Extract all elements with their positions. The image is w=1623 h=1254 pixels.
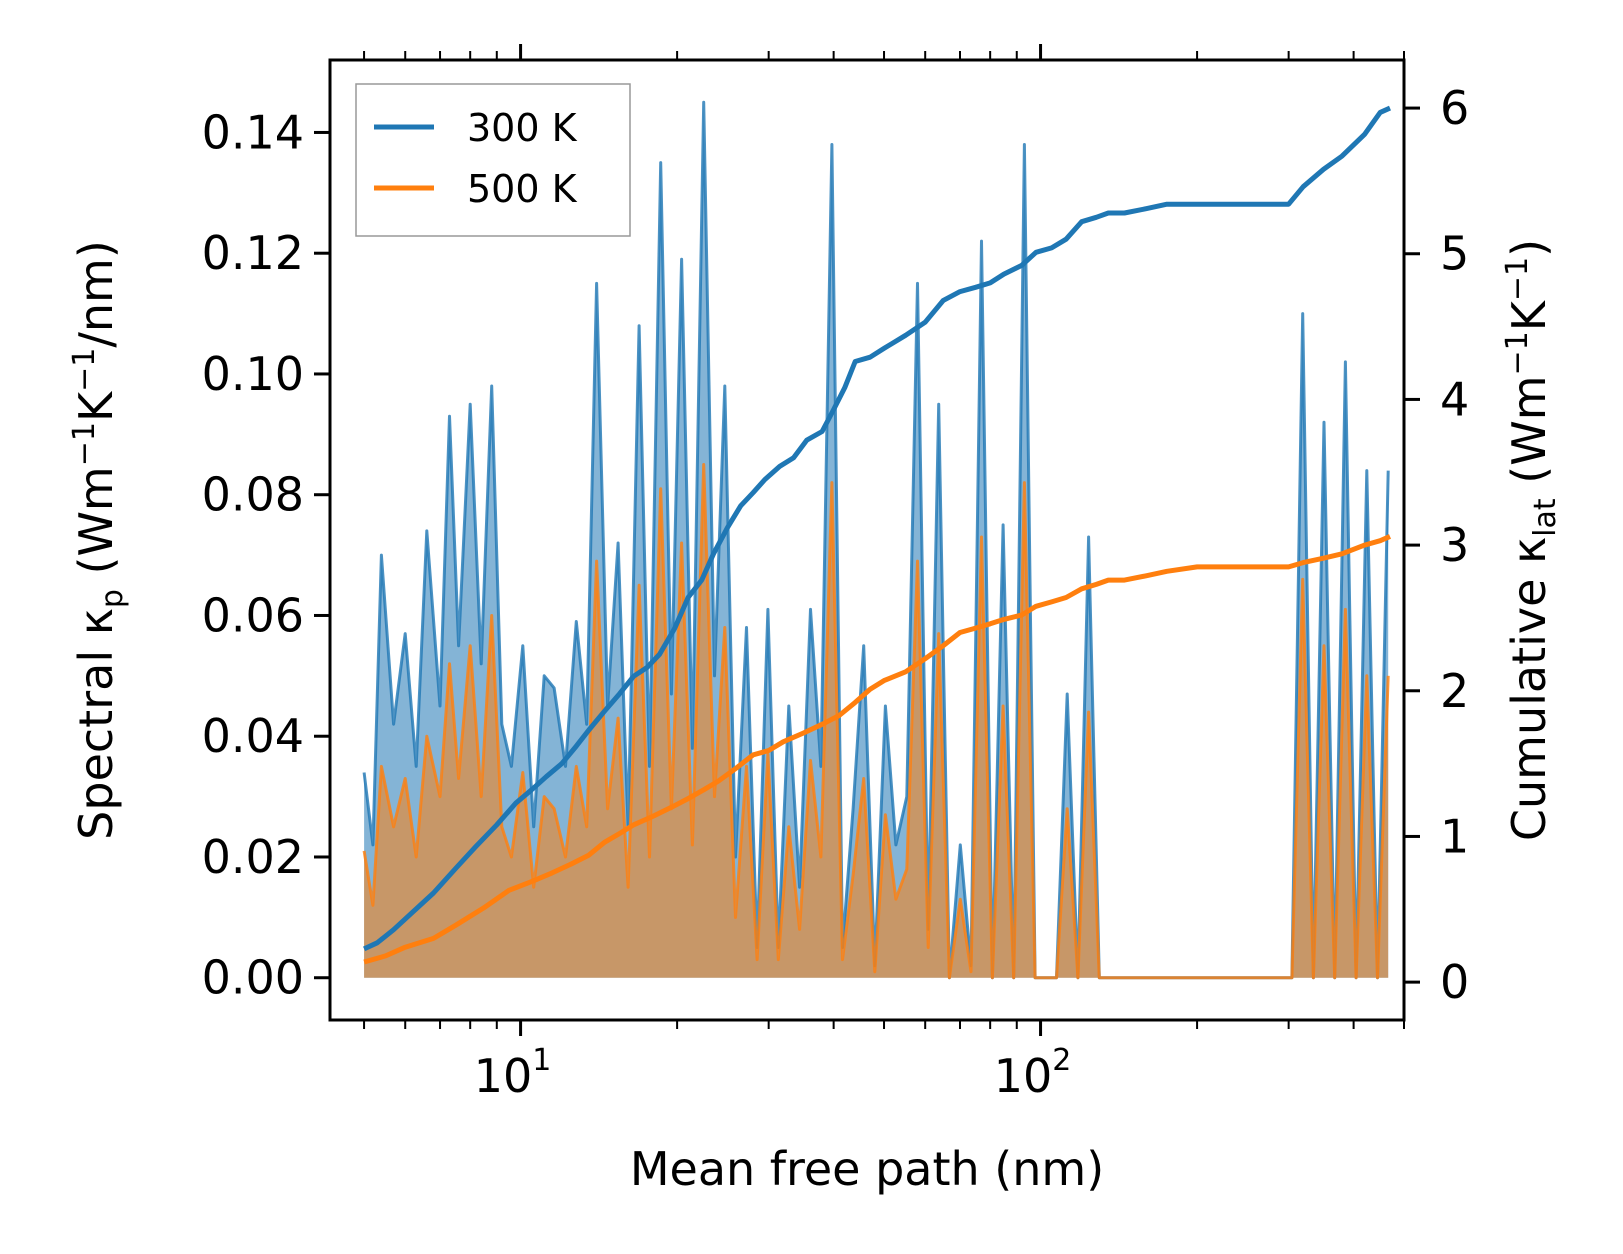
legend-box [355, 83, 631, 237]
cumulative-300K-line [363, 105, 1392, 952]
plot-frame [328, 58, 1406, 1022]
tick-marks-group [314, 44, 1420, 1036]
y-right-title-base: Cumulative κ [1502, 537, 1556, 841]
y-right-title-units-post: ) [1502, 239, 1556, 257]
y-right-title-units-pre: (Wm [1502, 375, 1556, 483]
y-right-title-sup1: −1 [1500, 331, 1535, 375]
y-left-title-units-post: /nm) [69, 240, 123, 347]
y-right-title-mid: K [1502, 299, 1556, 331]
y-right-tick-label-1: 1 [1440, 809, 1469, 863]
legend: 300 K 500 K [355, 83, 631, 237]
y-axis-left-title: Spectral κp (Wm−1K−1/nm) [67, 240, 130, 840]
y-left-tick-label-4: 0.08 [202, 468, 304, 522]
y-left-tick-label-6: 0.12 [202, 226, 304, 280]
x-tick-label-1: 102 [994, 1043, 1072, 1103]
y-left-title-sub: p [95, 589, 130, 608]
y-left-title-mid: K [69, 390, 123, 422]
y-right-tick-label-2: 2 [1440, 664, 1469, 718]
y-left-title-units-pre: (Wm [69, 466, 123, 574]
y-left-title-sup2: −1 [67, 348, 102, 392]
y-left-title-base: Spectral κ [69, 608, 123, 840]
x-axis-title: Mean free path (nm) [630, 1142, 1104, 1196]
y-left-title-sup1: −1 [67, 422, 102, 466]
y-right-tick-label-6: 6 [1440, 81, 1469, 135]
y-right-title-sup2: −1 [1500, 257, 1535, 301]
cumulative-lines-group [363, 105, 1392, 965]
tick-labels-group: 101 102 0.00 0.02 0.04 0.06 0.08 0.10 0.12 0.14 0 1… [202, 81, 1470, 1103]
y-left-tick-label-3: 0.06 [202, 588, 304, 642]
x-tick-label-0: 101 [474, 1043, 552, 1103]
y-left-tick-label-0: 0.00 [202, 951, 304, 1005]
y-left-tick-label-5: 0.10 [202, 347, 304, 401]
y-right-tick-label-3: 3 [1440, 518, 1469, 572]
spectral-500K-fill [364, 464, 1389, 978]
y-left-tick-label-7: 0.14 [202, 105, 304, 159]
legend-label-300K: 300 K [467, 106, 578, 150]
y-axis-right-title: Cumulative κlat (Wm−1K−1) [1500, 239, 1563, 841]
y-right-tick-label-0: 0 [1440, 955, 1469, 1009]
plot-area [362, 100, 1392, 980]
series-500K-spectral-fill-group [362, 463, 1390, 980]
y-right-title-sub: lat [1528, 498, 1563, 537]
legend-label-500K: 500 K [467, 167, 578, 211]
y-right-tick-label-5: 5 [1440, 227, 1469, 281]
cumulative-500K-line [363, 534, 1392, 965]
y-right-tick-label-4: 4 [1440, 372, 1469, 426]
y-left-tick-label-2: 0.04 [202, 709, 304, 763]
y-left-tick-label-1: 0.02 [202, 830, 304, 884]
spectral-500K-line [362, 463, 1390, 980]
